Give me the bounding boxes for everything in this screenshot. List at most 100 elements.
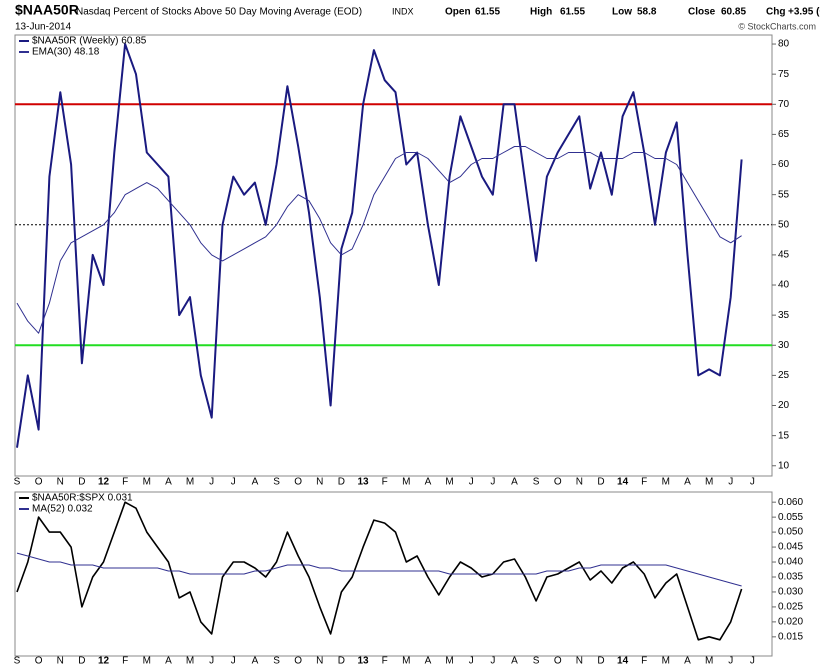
exchange: INDX <box>392 6 414 16</box>
x-tick-label: 13 <box>357 477 369 488</box>
x-tick-label: F <box>122 477 128 488</box>
x-tick-label: F <box>641 656 647 667</box>
x-tick-label: J <box>231 656 236 667</box>
x-tick-label: S <box>533 477 540 488</box>
credit: © StockCharts.com <box>738 21 816 31</box>
x-tick-label: A <box>165 656 172 667</box>
y-tick-label: 35 <box>778 310 790 321</box>
x-tick-label: A <box>684 477 691 488</box>
x-tick-label: N <box>576 477 583 488</box>
x-tick-label: F <box>122 656 128 667</box>
x-tick-label: M <box>662 656 670 667</box>
quote-label: Close <box>688 7 716 18</box>
quote-label: Chg <box>766 7 785 18</box>
y-tick-label: 60 <box>778 159 790 170</box>
x-tick-label: A <box>252 477 259 488</box>
y-tick-label: 40 <box>778 280 790 291</box>
y-tick-label: 10 <box>778 460 790 471</box>
y-tick-label: 25 <box>778 370 790 381</box>
series-line <box>16 501 743 641</box>
x-tick-label: O <box>35 477 43 488</box>
x-tick-label: A <box>511 656 518 667</box>
x-tick-label: D <box>78 656 85 667</box>
x-tick-label: D <box>338 477 345 488</box>
x-tick-label: S <box>273 656 280 667</box>
y-tick-label: 0.015 <box>778 631 803 642</box>
x-tick-label: M <box>186 656 194 667</box>
y-tick-label: 30 <box>778 340 790 351</box>
x-tick-label: 13 <box>357 656 369 667</box>
x-tick-label: O <box>554 477 562 488</box>
symbol: $NAA50R <box>15 2 79 18</box>
x-tick-label: N <box>57 477 64 488</box>
x-tick-label: 12 <box>98 477 110 488</box>
x-tick-label: D <box>597 477 604 488</box>
x-tick-label: M <box>705 477 713 488</box>
y-tick-label: 45 <box>778 250 790 261</box>
x-tick-label: D <box>597 656 604 667</box>
x-tick-label: O <box>554 656 562 667</box>
x-tick-label: A <box>252 656 259 667</box>
x-tick-label: M <box>402 477 410 488</box>
series-line <box>16 43 743 448</box>
panel-frame <box>14 491 773 657</box>
legend-entry: MA(52) 0.032 <box>32 504 93 515</box>
y-tick-label: 15 <box>778 430 790 441</box>
x-tick-label: M <box>445 656 453 667</box>
x-tick-label: J <box>469 656 474 667</box>
x-tick-label: O <box>35 656 43 667</box>
x-tick-label: 14 <box>617 656 629 667</box>
x-tick-label: A <box>684 656 691 667</box>
x-tick-label: M <box>143 477 151 488</box>
x-tick-label: N <box>57 656 64 667</box>
legend-entry: EMA(30) 48.18 <box>32 47 100 58</box>
y-tick-label: 0.025 <box>778 602 803 613</box>
x-tick-label: M <box>662 477 670 488</box>
y-tick-label: 0.035 <box>778 572 803 583</box>
x-tick-label: J <box>750 477 755 488</box>
x-tick-label: A <box>425 656 432 667</box>
x-tick-label: M <box>186 477 194 488</box>
x-tick-label: S <box>533 656 540 667</box>
x-tick-label: F <box>382 656 388 667</box>
y-tick-label: 80 <box>778 39 790 50</box>
y-tick-label: 0.020 <box>778 617 803 628</box>
x-tick-label: O <box>294 656 302 667</box>
y-tick-label: 55 <box>778 189 790 200</box>
quote-label: Open <box>445 7 471 18</box>
y-tick-label: 65 <box>778 129 790 140</box>
x-tick-label: M <box>445 477 453 488</box>
y-tick-label: 20 <box>778 400 790 411</box>
x-tick-label: D <box>78 477 85 488</box>
quote-label: Low <box>612 7 632 18</box>
quote-value: 61.55 <box>475 7 500 18</box>
x-tick-label: F <box>382 477 388 488</box>
x-tick-label: A <box>425 477 432 488</box>
x-tick-label: J <box>469 477 474 488</box>
y-tick-label: 0.055 <box>778 512 803 523</box>
x-tick-label: N <box>576 656 583 667</box>
y-tick-label: 75 <box>778 69 790 80</box>
x-tick-label: M <box>402 656 410 667</box>
series-line <box>16 146 742 334</box>
legend-entry: $NAA50R (Weekly) 60.85 <box>32 36 147 47</box>
x-tick-label: J <box>490 656 495 667</box>
x-tick-label: S <box>14 656 21 667</box>
x-tick-label: J <box>728 477 733 488</box>
quote-value: 58.8 <box>637 7 657 18</box>
y-tick-label: 50 <box>778 219 790 230</box>
x-tick-label: J <box>209 477 214 488</box>
x-tick-label: S <box>273 477 280 488</box>
y-tick-label: 0.030 <box>778 587 803 598</box>
x-tick-label: N <box>316 477 323 488</box>
y-tick-label: 0.040 <box>778 557 803 568</box>
x-tick-label: A <box>511 477 518 488</box>
quote-value: 60.85 <box>721 7 746 18</box>
x-tick-label: O <box>294 477 302 488</box>
date: 13-Jun-2014 <box>15 22 72 33</box>
quote-value: +3.95 (+6.93%) <box>788 7 820 18</box>
x-tick-label: N <box>316 656 323 667</box>
x-tick-label: J <box>750 656 755 667</box>
y-tick-label: 70 <box>778 99 790 110</box>
